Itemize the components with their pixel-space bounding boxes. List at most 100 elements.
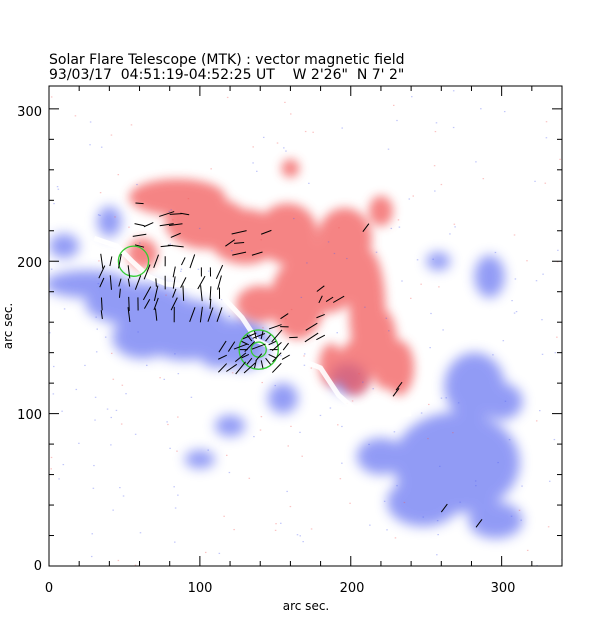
noise-speck bbox=[553, 438, 556, 441]
field-vector bbox=[260, 360, 264, 369]
field-vector bbox=[254, 330, 257, 340]
noise-speck bbox=[112, 509, 114, 511]
field-vector bbox=[304, 332, 319, 343]
field-vector bbox=[271, 329, 283, 343]
noise-speck bbox=[228, 315, 231, 317]
noise-speck bbox=[198, 227, 201, 230]
field-vector bbox=[172, 266, 176, 278]
noise-speck bbox=[341, 462, 343, 464]
noise-speck bbox=[290, 113, 292, 115]
noise-speck bbox=[428, 403, 430, 406]
noise-speck bbox=[61, 410, 63, 412]
field-vector bbox=[143, 298, 151, 309]
field-vector bbox=[281, 354, 290, 360]
noise-speck bbox=[170, 209, 172, 211]
noise-speck bbox=[375, 251, 378, 253]
noise-speck bbox=[411, 96, 413, 98]
field-vector bbox=[142, 286, 152, 301]
negative-region bbox=[474, 255, 505, 298]
noise-speck bbox=[74, 115, 77, 117]
noise-speck bbox=[120, 423, 123, 425]
positive-region bbox=[337, 340, 374, 396]
field-vector bbox=[172, 276, 176, 289]
noise-speck bbox=[518, 509, 521, 511]
noise-speck bbox=[119, 487, 121, 489]
noise-speck bbox=[93, 464, 95, 467]
noise-speck bbox=[408, 198, 411, 200]
field-vector bbox=[268, 324, 282, 330]
field-vector bbox=[207, 307, 214, 322]
transverse-field-vectors bbox=[98, 202, 483, 528]
noise-speck bbox=[434, 190, 436, 192]
noise-speck bbox=[134, 564, 137, 566]
field-vector bbox=[153, 285, 159, 301]
noise-speck bbox=[539, 410, 541, 412]
field-vector bbox=[159, 223, 174, 227]
noise-speck bbox=[526, 549, 529, 552]
noise-speck bbox=[95, 316, 97, 318]
noise-speck bbox=[50, 268, 53, 270]
noise-speck bbox=[110, 416, 113, 419]
noise-speck bbox=[304, 130, 307, 133]
noise-speck bbox=[134, 433, 137, 435]
field-vector bbox=[241, 340, 250, 346]
field-vector bbox=[246, 357, 253, 365]
noise-speck bbox=[453, 223, 456, 225]
x-tick-label-200: 200 bbox=[340, 581, 365, 596]
y-tick-label-200: 200 bbox=[17, 256, 42, 271]
field-vector bbox=[260, 330, 264, 340]
noise-speck bbox=[233, 528, 235, 531]
field-vector bbox=[109, 275, 112, 290]
noise-speck bbox=[440, 183, 443, 186]
noise-speck bbox=[290, 425, 292, 427]
noise-speck bbox=[513, 234, 516, 236]
noise-speck bbox=[349, 502, 351, 504]
plot-frame bbox=[48, 85, 563, 567]
field-vector bbox=[98, 265, 106, 279]
positive-region bbox=[368, 195, 394, 227]
noise-speck bbox=[508, 439, 511, 441]
noise-speck bbox=[438, 286, 440, 288]
field-vector bbox=[216, 307, 223, 322]
field-vector bbox=[231, 230, 247, 235]
noise-speck bbox=[362, 381, 364, 383]
noise-speck bbox=[301, 455, 303, 457]
noise-speck bbox=[136, 183, 138, 186]
noise-speck bbox=[177, 494, 179, 496]
noise-speck bbox=[299, 535, 302, 537]
noise-speck bbox=[248, 477, 251, 479]
noise-speck bbox=[169, 447, 171, 449]
field-vector bbox=[134, 223, 145, 227]
noise-speck bbox=[50, 456, 53, 459]
noise-speck bbox=[260, 416, 263, 418]
field-vector bbox=[241, 353, 250, 359]
noise-speck bbox=[75, 388, 78, 391]
negative-region bbox=[97, 206, 122, 237]
noise-speck bbox=[275, 523, 277, 525]
noise-speck bbox=[115, 409, 118, 412]
noise-speck bbox=[62, 463, 65, 466]
field-vector bbox=[332, 295, 345, 303]
positive-region bbox=[236, 285, 285, 323]
noise-speck bbox=[475, 485, 477, 487]
noise-speck bbox=[163, 378, 166, 380]
noise-speck bbox=[369, 524, 371, 526]
noise-speck bbox=[541, 319, 543, 321]
noise-speck bbox=[58, 478, 60, 480]
noise-speck bbox=[125, 393, 127, 395]
noise-speck bbox=[393, 431, 396, 433]
noise-speck bbox=[338, 227, 340, 229]
noise-speck bbox=[226, 96, 229, 99]
noise-speck bbox=[262, 327, 264, 329]
noise-speck bbox=[412, 195, 415, 197]
noise-speck bbox=[180, 270, 182, 272]
field-vector bbox=[242, 332, 257, 340]
noise-speck bbox=[319, 414, 322, 417]
field-vector bbox=[109, 256, 113, 267]
noise-speck bbox=[128, 226, 130, 228]
field-vector bbox=[100, 253, 104, 269]
noise-speck bbox=[96, 328, 99, 330]
field-vector bbox=[127, 278, 131, 287]
noise-speck bbox=[261, 381, 263, 384]
noise-speck bbox=[91, 533, 94, 535]
